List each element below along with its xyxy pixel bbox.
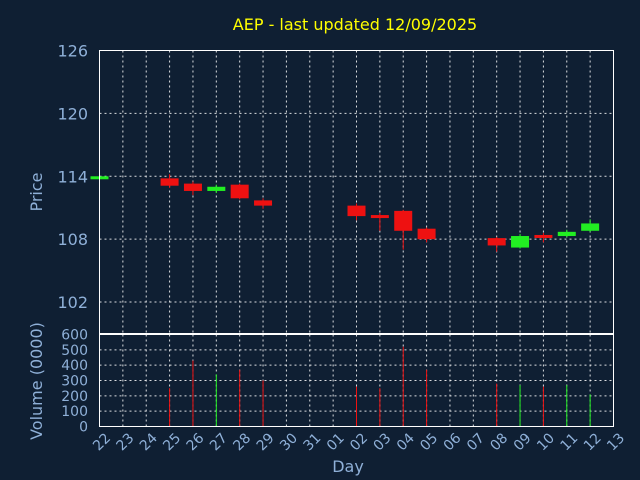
day-tick-label: 08 [487, 430, 511, 454]
day-axis-label: Day [332, 457, 364, 476]
price-axis-ticks: 126 120 114 108 102 [57, 42, 88, 313]
candle-body [160, 178, 179, 186]
day-tick-label: 12 [581, 430, 605, 454]
candle-body [347, 205, 366, 217]
candle-body [511, 236, 530, 248]
candle-body [207, 186, 226, 191]
volume-axis-label: Volume (0000) [27, 322, 46, 440]
day-tick-label: 28 [230, 430, 254, 454]
price-panel-frame [99, 50, 614, 334]
candle-body [230, 184, 249, 199]
day-tick-label: 27 [207, 430, 231, 454]
price-gridlines [99, 50, 614, 334]
price-tick-label: 114 [57, 167, 88, 186]
volume-tick-label: 300 [61, 374, 88, 390]
candle-body [534, 234, 553, 238]
candle-body [394, 210, 413, 231]
candle-body [487, 238, 506, 246]
day-tick-label: 25 [160, 430, 184, 454]
volume-tick-label: 400 [61, 358, 88, 374]
day-tick-label: 02 [347, 430, 371, 454]
price-tick-label: 120 [57, 104, 88, 123]
day-tick-label: 01 [324, 430, 348, 454]
day-tick-label: 05 [417, 430, 441, 454]
day-tick-label: 04 [394, 430, 418, 454]
day-tick-label: 03 [371, 430, 395, 454]
volume-tick-label: 600 [61, 328, 88, 344]
candle-body [417, 228, 436, 240]
day-axis-ticks: 22 23 24 25 26 27 28 29 30 31 01 02 03 04 05 06 07 08 09 10… [90, 430, 628, 454]
day-tick-label: 06 [441, 430, 465, 454]
day-tick-label: 09 [511, 430, 535, 454]
day-tick-label: 31 [300, 430, 324, 454]
price-tick-label: 108 [57, 230, 88, 249]
day-tick-label: 10 [534, 430, 558, 454]
candle-body [581, 223, 600, 231]
price-axis-label: Price [27, 172, 46, 211]
candle-body [370, 215, 389, 219]
day-tick-label: 30 [277, 430, 301, 454]
price-candles [90, 174, 600, 252]
candle-body [557, 231, 576, 237]
day-tick-label: 11 [557, 430, 581, 454]
day-tick-label: 22 [90, 430, 114, 454]
volume-tick-label: 200 [61, 389, 88, 405]
chart-title: AEP - last updated 12/09/2025 [233, 15, 477, 34]
candle-body [183, 183, 202, 191]
volume-bars [169, 346, 591, 427]
day-tick-label: 24 [137, 430, 161, 454]
day-tick-label: 07 [464, 430, 488, 454]
price-tick-label: 126 [57, 42, 88, 61]
price-tick-label: 102 [57, 293, 88, 312]
day-tick-label: 13 [604, 430, 628, 454]
candle-body [254, 200, 273, 206]
volume-tick-label: 500 [61, 343, 88, 359]
day-tick-label: 29 [254, 430, 278, 454]
volume-tick-label: 0 [79, 420, 88, 436]
volume-panel-frame [99, 334, 614, 427]
day-tick-label: 26 [184, 430, 208, 454]
day-tick-label: 23 [114, 430, 138, 454]
volume-tick-label: 100 [61, 404, 88, 420]
